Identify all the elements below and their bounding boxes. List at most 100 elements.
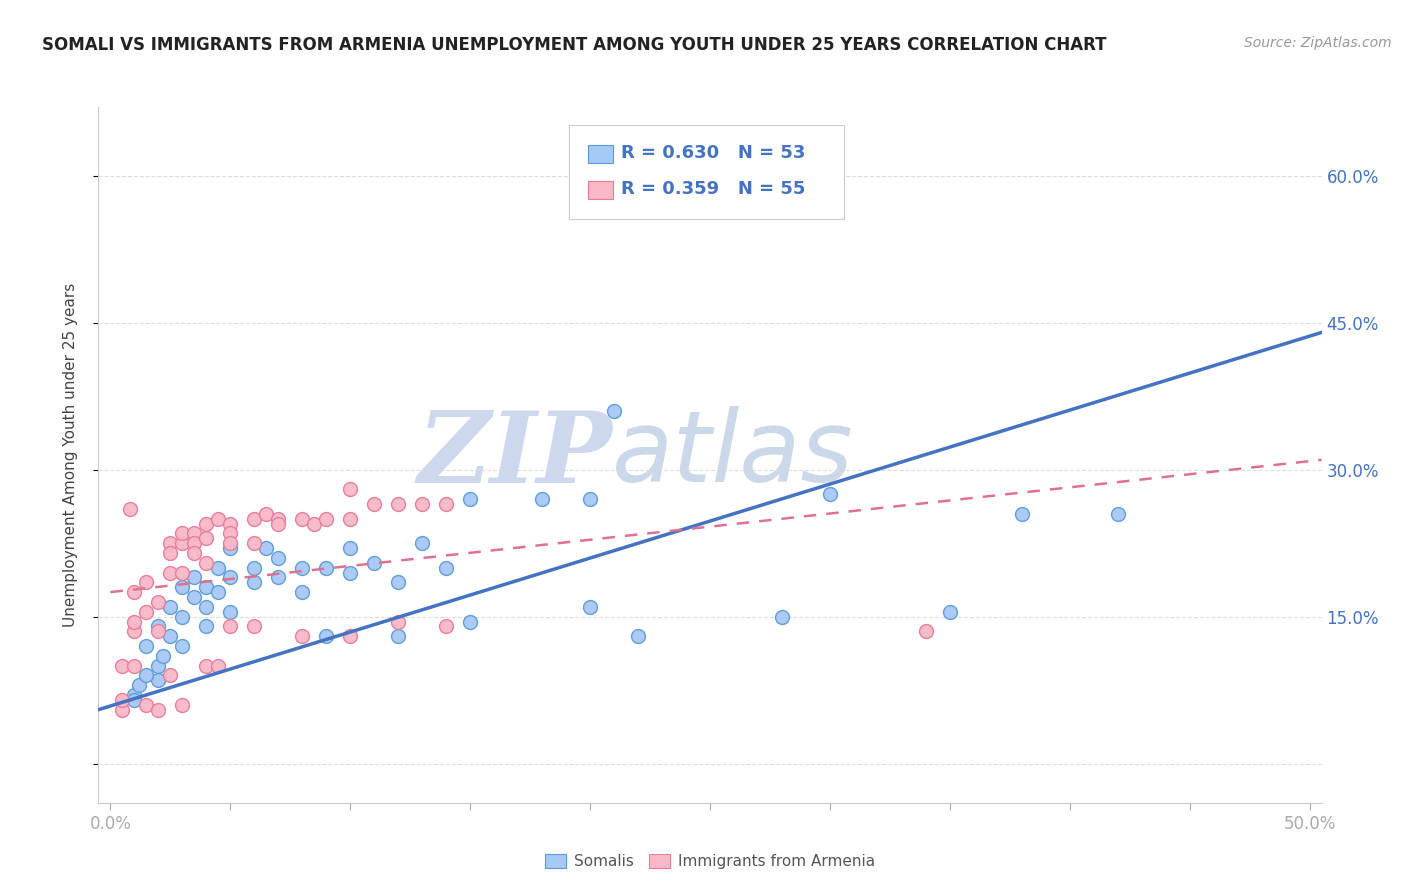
Point — [135, 698, 157, 712]
Point — [172, 536, 194, 550]
Point — [148, 624, 170, 639]
Point — [267, 550, 290, 565]
Point — [219, 570, 242, 584]
Point — [152, 648, 174, 663]
Point — [172, 609, 194, 624]
Point — [770, 609, 793, 624]
Legend: Somalis, Immigrants from Armenia: Somalis, Immigrants from Armenia — [538, 847, 882, 875]
Point — [411, 497, 433, 511]
Point — [291, 511, 314, 525]
Point — [434, 497, 457, 511]
Text: SOMALI VS IMMIGRANTS FROM ARMENIA UNEMPLOYMENT AMONG YOUTH UNDER 25 YEARS CORREL: SOMALI VS IMMIGRANTS FROM ARMENIA UNEMPL… — [42, 36, 1107, 54]
Point — [124, 693, 146, 707]
Point — [254, 541, 277, 555]
Y-axis label: Unemployment Among Youth under 25 years: Unemployment Among Youth under 25 years — [63, 283, 77, 627]
Point — [363, 497, 385, 511]
Point — [135, 639, 157, 653]
Point — [148, 619, 170, 633]
Point — [363, 556, 385, 570]
Point — [254, 507, 277, 521]
Point — [627, 629, 650, 643]
Point — [135, 668, 157, 682]
Point — [195, 556, 218, 570]
Point — [458, 491, 481, 506]
Point — [603, 404, 626, 418]
Point — [243, 619, 266, 633]
Point — [387, 615, 409, 629]
Point — [183, 536, 205, 550]
Point — [219, 526, 242, 541]
Point — [267, 570, 290, 584]
Point — [172, 639, 194, 653]
Point — [531, 491, 554, 506]
Point — [111, 658, 134, 673]
Point — [195, 599, 218, 614]
Point — [1011, 507, 1033, 521]
Point — [339, 511, 361, 525]
Point — [159, 599, 181, 614]
Point — [219, 516, 242, 531]
Point — [579, 491, 602, 506]
Point — [207, 585, 229, 599]
Point — [195, 580, 218, 594]
Point — [183, 590, 205, 604]
Point — [195, 658, 218, 673]
Point — [111, 703, 134, 717]
Point — [219, 536, 242, 550]
Point — [159, 629, 181, 643]
Point — [148, 658, 170, 673]
Point — [183, 546, 205, 560]
Point — [267, 516, 290, 531]
Point — [159, 536, 181, 550]
Point — [818, 487, 841, 501]
Point — [172, 566, 194, 580]
Point — [159, 546, 181, 560]
Point — [159, 566, 181, 580]
Point — [124, 624, 146, 639]
Text: atlas: atlas — [612, 407, 853, 503]
Point — [387, 575, 409, 590]
Point — [148, 673, 170, 688]
Point — [315, 629, 337, 643]
Text: R = 0.630   N = 53: R = 0.630 N = 53 — [621, 145, 806, 162]
Point — [135, 575, 157, 590]
Point — [148, 703, 170, 717]
Point — [183, 570, 205, 584]
Point — [243, 575, 266, 590]
Point — [579, 599, 602, 614]
Point — [411, 536, 433, 550]
Point — [291, 560, 314, 574]
Point — [172, 698, 194, 712]
Point — [124, 688, 146, 702]
Point — [183, 526, 205, 541]
Point — [135, 605, 157, 619]
Point — [207, 511, 229, 525]
Point — [219, 619, 242, 633]
Point — [195, 619, 218, 633]
Point — [339, 541, 361, 555]
Text: R = 0.359   N = 55: R = 0.359 N = 55 — [621, 180, 806, 198]
Point — [291, 585, 314, 599]
Point — [124, 658, 146, 673]
Point — [243, 511, 266, 525]
Point — [128, 678, 150, 692]
Point — [207, 560, 229, 574]
Point — [434, 560, 457, 574]
Point — [387, 497, 409, 511]
Point — [434, 619, 457, 633]
Point — [148, 595, 170, 609]
Point — [267, 511, 290, 525]
Point — [124, 615, 146, 629]
Text: ZIP: ZIP — [418, 407, 612, 503]
Point — [1347, 188, 1369, 202]
Point — [219, 605, 242, 619]
Point — [195, 516, 218, 531]
Point — [339, 629, 361, 643]
Point — [458, 615, 481, 629]
Point — [124, 585, 146, 599]
Point — [315, 560, 337, 574]
Point — [219, 541, 242, 555]
Point — [291, 629, 314, 643]
Point — [172, 526, 194, 541]
Point — [111, 693, 134, 707]
